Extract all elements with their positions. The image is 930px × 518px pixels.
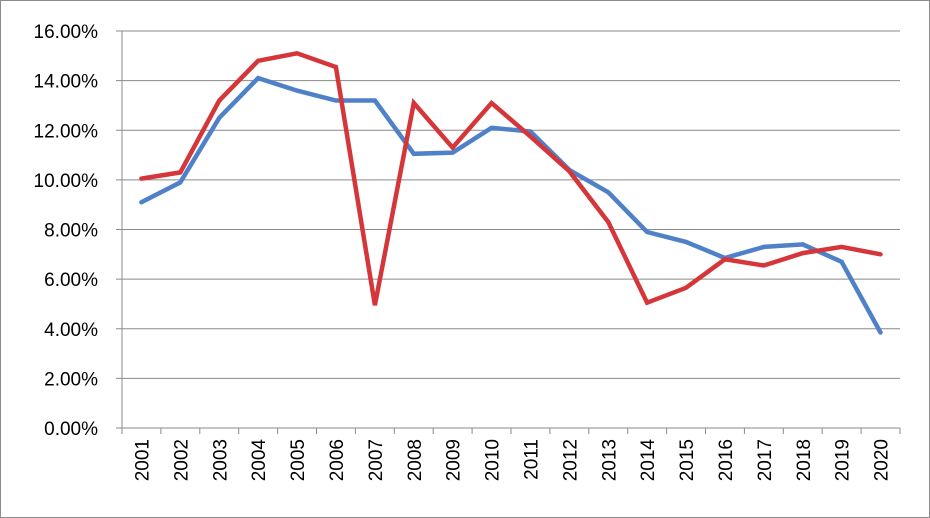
axes (116, 30, 901, 434)
y-tick-label: 4.00% (44, 320, 98, 341)
x-tick-label: 2002 (171, 439, 192, 481)
x-tick-label: 2005 (288, 439, 309, 481)
x-tick-label: 2017 (755, 439, 776, 481)
x-tick-label: 2012 (560, 439, 581, 481)
y-tick-label: 12.00% (34, 121, 99, 142)
x-tick-label: 2016 (716, 439, 737, 481)
x-tick-label: 2015 (677, 439, 698, 481)
series-lines (139, 50, 883, 335)
x-tick-label: 2004 (249, 439, 270, 482)
x-tick-label: 2018 (794, 439, 815, 481)
y-tick-label: 14.00% (34, 72, 99, 93)
y-tick-label: 10.00% (34, 171, 99, 192)
x-axis-tick-labels: 2001 2002 2003 2004 2005 2006 2007 2008 2009 2010… (132, 439, 892, 482)
x-tick-label: 2003 (210, 439, 231, 481)
y-tick-label: 8.00% (44, 221, 98, 242)
x-tick-label: 2014 (638, 439, 659, 482)
x-tick-label: 2011 (521, 439, 542, 480)
x-tick-label: 2020 (872, 439, 893, 481)
y-tick-label: 16.00% (34, 22, 99, 43)
x-tick-label: 2007 (366, 439, 387, 481)
y-tick-label: 6.00% (44, 270, 98, 291)
series-line-1 (139, 75, 883, 335)
x-tick-label: 2009 (444, 439, 465, 481)
series-line-2 (139, 50, 883, 306)
x-tick-label: 2013 (599, 439, 620, 481)
x-tick-label: 2001 (132, 439, 153, 481)
x-tick-label: 2006 (327, 439, 348, 481)
y-tick-label: 2.00% (44, 369, 98, 390)
y-axis-tick-labels: 0.00% 2.00% 4.00% 6.00% 8.00% 10.00% 12.00% 14.… (34, 22, 99, 440)
y-tick-label: 0.00% (44, 419, 98, 440)
x-tick-label: 2019 (833, 439, 854, 481)
x-tick-label: 2010 (483, 439, 504, 481)
x-tick-label: 2008 (405, 439, 426, 481)
